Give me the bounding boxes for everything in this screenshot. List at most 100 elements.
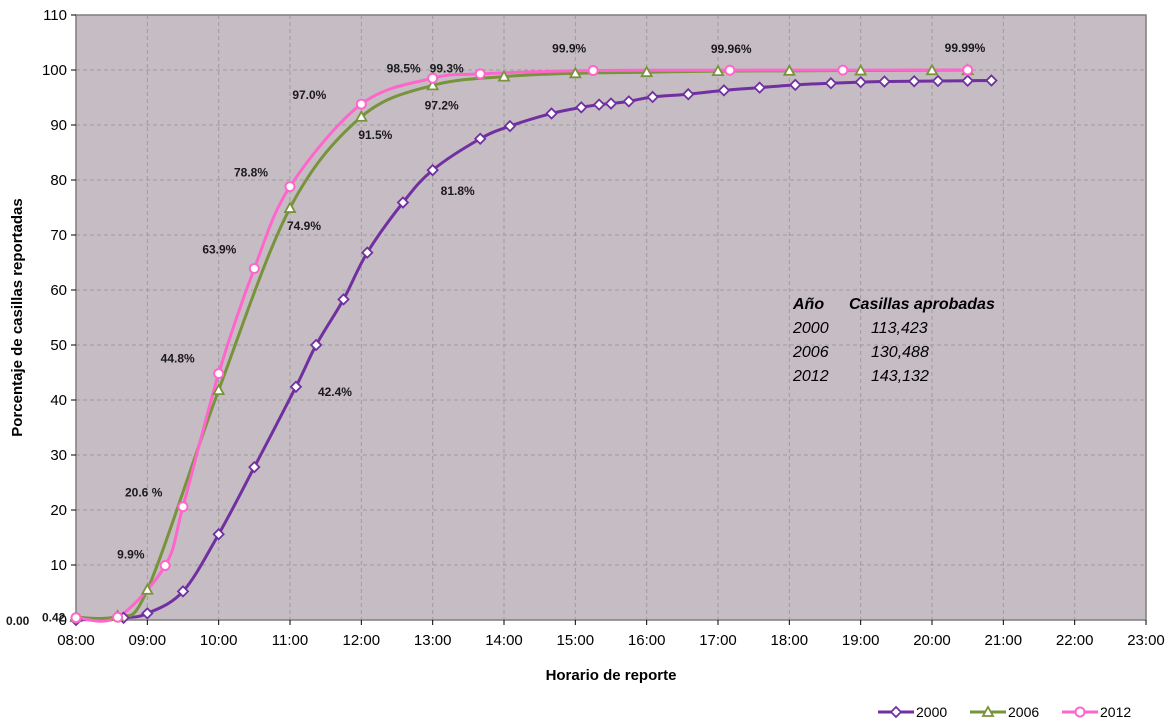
data-label: 81.8% — [441, 184, 475, 198]
data-label: 99.9% — [552, 42, 586, 56]
data-point-2000 — [248, 460, 261, 474]
info-header-year: Año — [792, 296, 824, 313]
data-point-2000 — [985, 74, 998, 87]
legend-marker-2006 — [981, 705, 995, 717]
data-point-2006 — [925, 63, 939, 76]
legend: 2000 2006 2012 — [878, 704, 1131, 720]
data-point-2006 — [711, 64, 725, 76]
legend-marker-2012 — [1074, 706, 1086, 718]
data-point-2000 — [141, 607, 154, 620]
data-labels: 0.00 0.42 9.9% 20.6 % 44.8% 63.9% 78.8% 74.9% 97… — [6, 41, 986, 628]
data-label: 99.96% — [711, 42, 752, 56]
data-point-2006 — [854, 63, 868, 76]
y-tick-label: 80 — [50, 172, 67, 189]
data-label: 98.5% — [387, 61, 421, 75]
info-row-year: 2006 — [792, 344, 829, 361]
x-tick-label: 09:00 — [129, 632, 167, 649]
data-label: 99.99% — [945, 41, 986, 55]
x-axis-ticks: 08:00 09:00 10:00 11:00 12:00 13:00 14:00 15:00… — [57, 620, 1165, 649]
data-point-2000 — [212, 527, 225, 541]
info-header-count: Casillas aprobadas — [849, 296, 995, 313]
x-tick-label: 20:00 — [913, 632, 951, 649]
x-tick-label: 12:00 — [343, 632, 381, 649]
data-label: 63.9% — [202, 243, 236, 257]
data-point-2012 — [284, 181, 296, 193]
y-tick-label: 110 — [43, 7, 67, 24]
data-point-2006 — [497, 69, 511, 82]
x-tick-label: 10:00 — [200, 632, 238, 649]
data-label: 99.3% — [430, 61, 464, 75]
data-point-2000 — [545, 107, 558, 120]
data-point-2006 — [212, 383, 226, 396]
data-point-2012 — [70, 612, 82, 624]
x-axis-title: Horario de reporte — [546, 667, 677, 684]
info-row-count: 113,423 — [871, 320, 928, 337]
x-tick-label: 08:00 — [57, 632, 95, 649]
data-point-2012 — [724, 64, 736, 76]
data-point-2006 — [354, 109, 368, 122]
data-point-2012 — [159, 560, 171, 572]
info-row-year: 2012 — [792, 368, 829, 385]
data-point-2000 — [854, 75, 867, 89]
data-point-2012 — [587, 65, 599, 77]
info-row-count: 130,488 — [871, 344, 929, 361]
data-point-2000 — [931, 74, 945, 88]
x-tick-label: 14:00 — [485, 632, 523, 649]
data-point-2000 — [361, 246, 374, 259]
y-tick-label: 20 — [50, 502, 67, 519]
data-point-2006 — [283, 201, 297, 213]
data-label: 91.5% — [358, 128, 392, 142]
data-point-2012 — [177, 501, 189, 513]
data-label: 20.6 % — [125, 486, 163, 500]
data-label: 9.9% — [117, 548, 145, 562]
y-tick-label: 0 — [59, 612, 67, 629]
data-point-2012 — [248, 263, 260, 275]
data-label: 78.8% — [234, 166, 268, 180]
data-point-2000 — [396, 196, 410, 209]
data-point-2000 — [646, 90, 659, 104]
x-tick-label: 17:00 — [699, 632, 737, 649]
series-markers — [69, 63, 998, 627]
data-point-2000 — [473, 132, 487, 146]
data-label: 74.9% — [287, 219, 321, 233]
y-axis-ticks: 0 10 20 30 40 50 60 70 80 90 100 110 — [42, 7, 76, 629]
data-point-2000 — [878, 75, 891, 88]
data-point-2000 — [309, 338, 323, 352]
y-tick-label: 40 — [50, 392, 67, 409]
data-point-2012 — [213, 368, 225, 380]
info-table: Año Casillas aprobadas 2000 113,423 2006 130,… — [792, 296, 995, 385]
data-label: 0.00 — [6, 614, 30, 628]
legend-label-2006: 2006 — [1008, 704, 1039, 720]
legend-label-2012: 2012 — [1100, 704, 1131, 720]
x-tick-label: 22:00 — [1056, 632, 1094, 649]
data-point-2012 — [962, 64, 974, 76]
data-point-2000 — [176, 585, 190, 598]
data-point-2006 — [568, 66, 582, 79]
data-point-2000 — [682, 87, 695, 101]
x-tick-label: 23:00 — [1127, 632, 1165, 649]
x-tick-label: 16:00 — [628, 632, 666, 649]
data-point-2000 — [622, 95, 636, 108]
data-point-2000 — [503, 119, 517, 133]
data-point-2000 — [717, 84, 731, 97]
y-axis-title: Porcentaje de casillas reportadas — [9, 198, 26, 436]
data-point-2012 — [837, 64, 849, 76]
data-point-2000 — [575, 101, 588, 114]
data-point-2000 — [426, 163, 439, 177]
data-point-2000 — [789, 78, 802, 92]
data-point-2012 — [427, 72, 439, 84]
data-point-2000 — [289, 380, 303, 394]
data-label: 97.0% — [292, 88, 326, 102]
data-point-2000 — [753, 81, 766, 94]
data-point-2012 — [112, 611, 124, 623]
x-tick-label: 13:00 — [414, 632, 452, 649]
y-tick-label: 100 — [42, 62, 67, 79]
data-point-2000 — [337, 293, 350, 306]
y-tick-label: 10 — [50, 557, 67, 574]
x-tick-label: 15:00 — [557, 632, 595, 649]
legend-label-2000: 2000 — [916, 704, 947, 720]
data-label: 44.8% — [161, 352, 195, 366]
data-point-2006 — [782, 63, 796, 76]
